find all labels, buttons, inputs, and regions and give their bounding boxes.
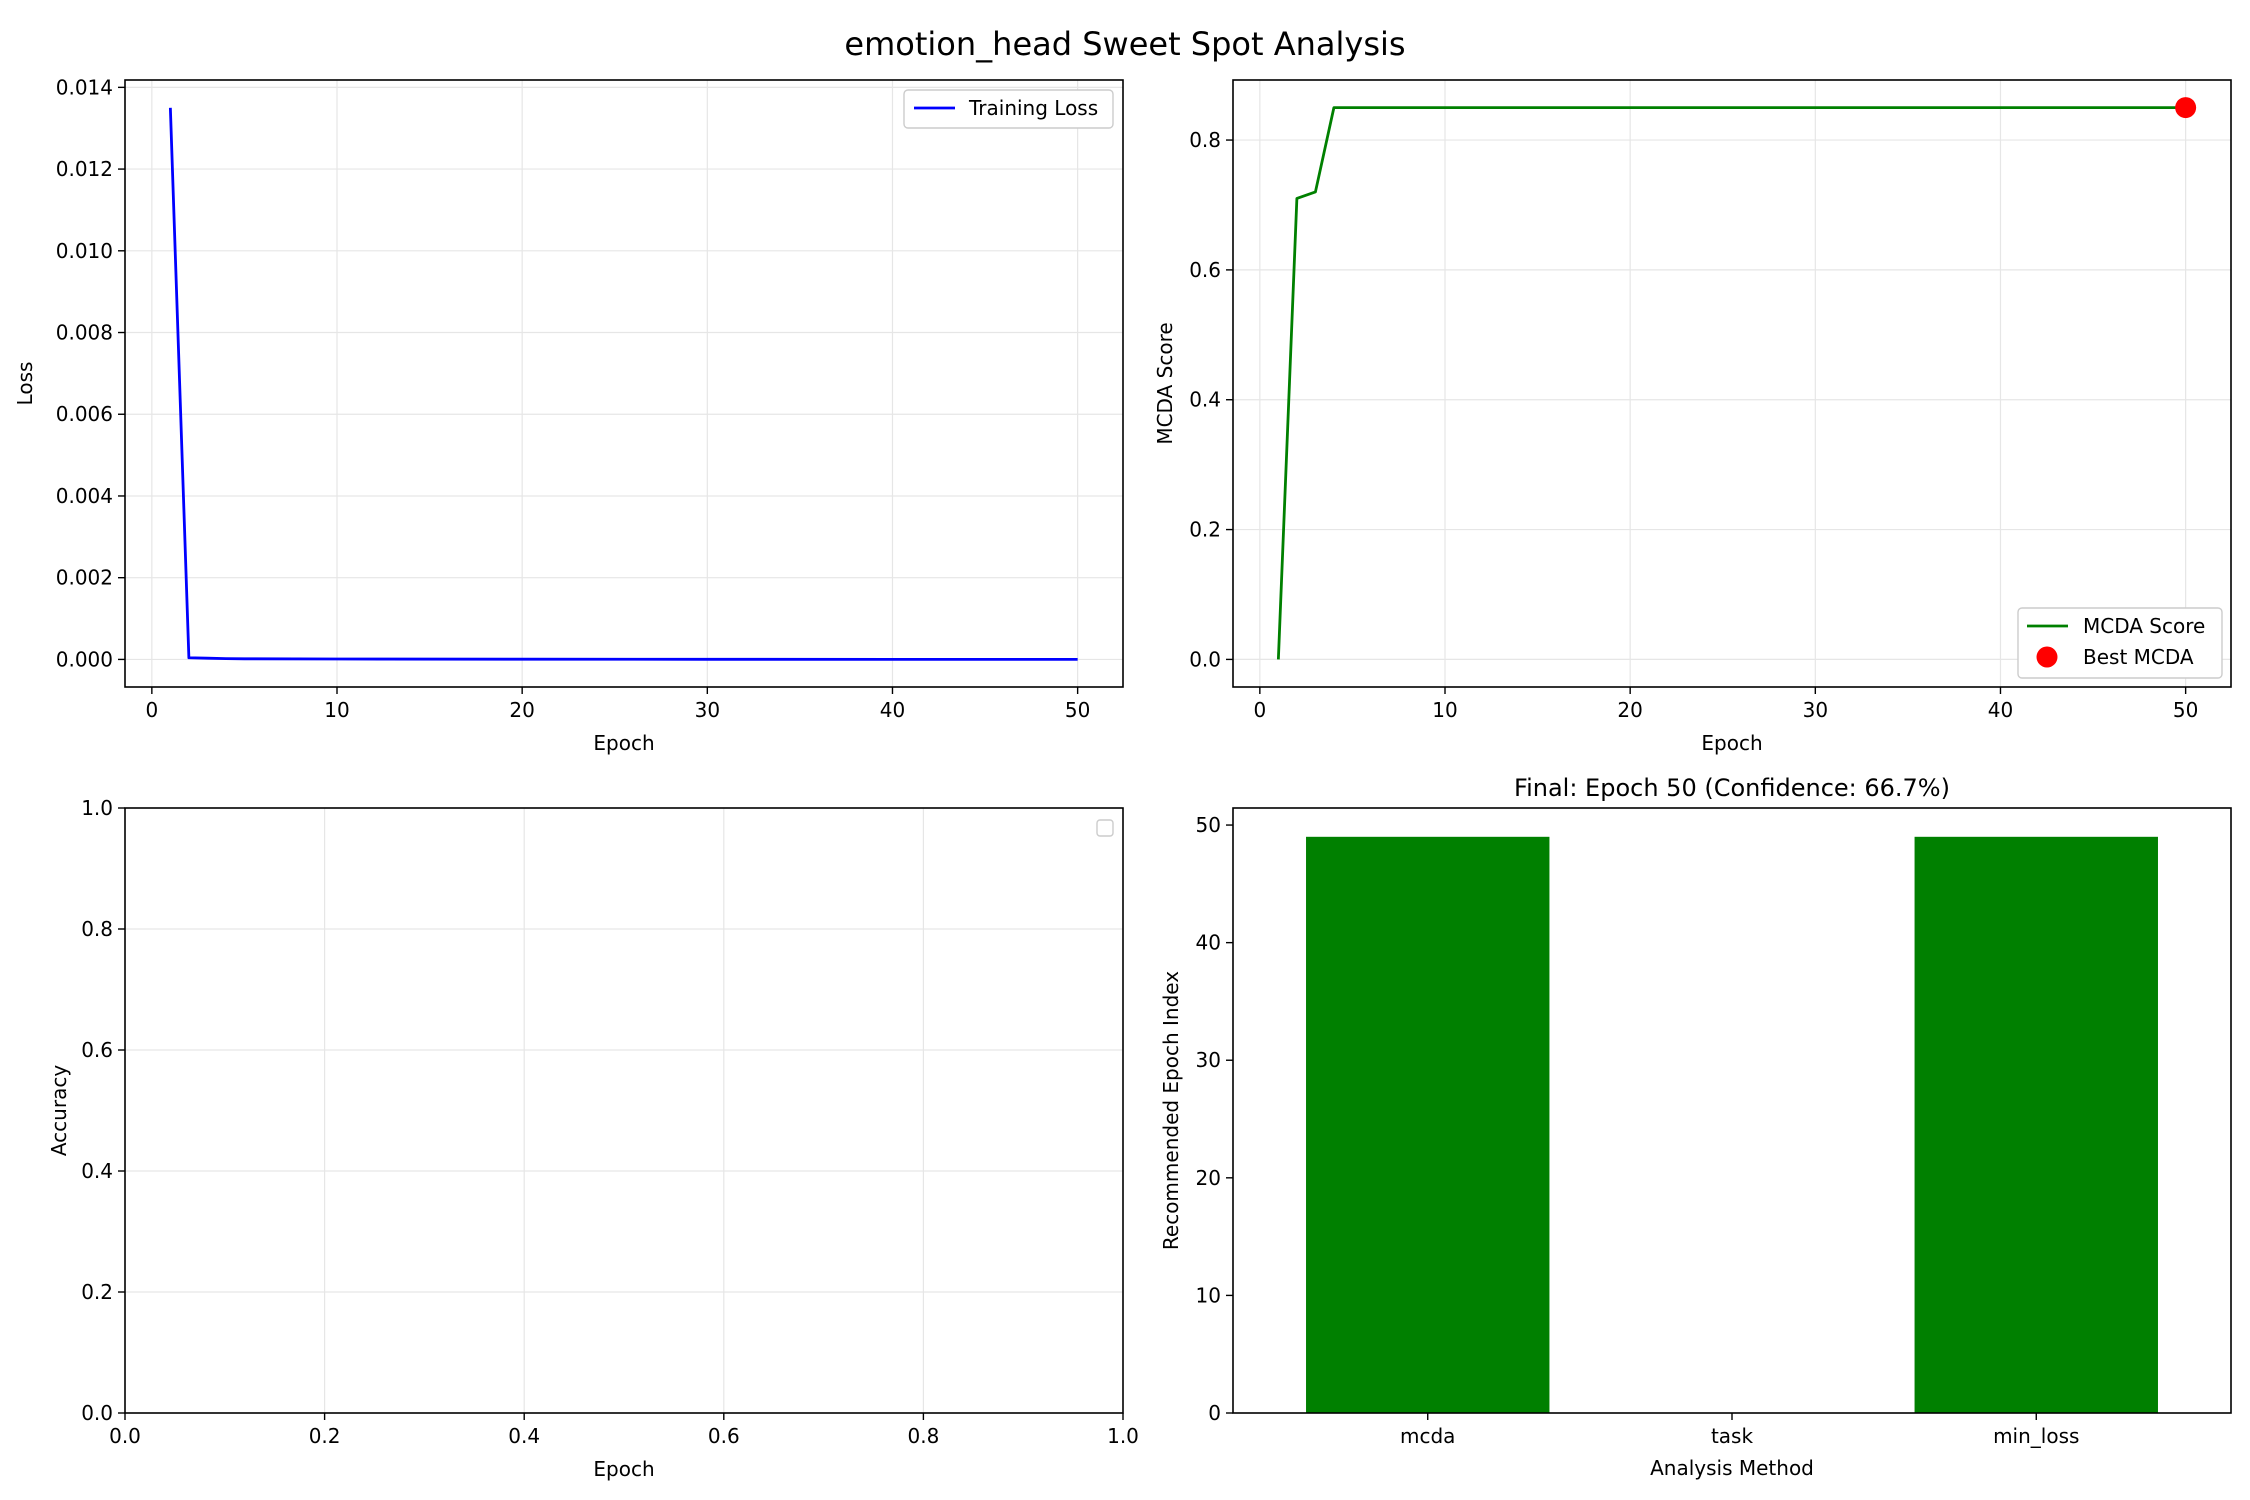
x-axis-label: Epoch	[593, 1457, 654, 1481]
bar-min_loss	[1914, 836, 2158, 1413]
bar-mcda	[1306, 836, 1550, 1413]
y-axis-label: Loss	[13, 362, 37, 406]
y-tick-label: 0.002	[56, 566, 113, 590]
y-tick-label: 0.010	[56, 239, 113, 263]
x-tick-label: mcda	[1400, 1424, 1455, 1448]
x-axis-label: Epoch	[1701, 731, 1762, 755]
legend: Training Loss	[903, 89, 1114, 129]
y-tick-label: 0.0	[1189, 647, 1221, 671]
x-tick-label: 0.4	[508, 1424, 540, 1448]
x-tick-label: 20	[1617, 698, 1642, 722]
x-tick-label: 0.8	[907, 1424, 939, 1448]
x-tick-label: 40	[1988, 698, 2013, 722]
axes-frame	[1232, 79, 2232, 688]
y-tick-label: 1.0	[81, 796, 113, 820]
y-tick-label: 0.6	[81, 1038, 113, 1062]
chart-title: Final: Epoch 50 (Confidence: 66.7%)	[1514, 774, 1950, 802]
legend-label: MCDA Score	[2083, 614, 2205, 638]
legend-marker-icon	[2036, 646, 2058, 668]
y-tick-label: 0.2	[1189, 518, 1221, 542]
y-tick-label: 0.008	[56, 321, 113, 345]
y-axis-label: MCDA Score	[1153, 322, 1177, 444]
x-tick-label: 10	[324, 698, 349, 722]
y-tick-label: 0.6	[1189, 258, 1221, 282]
series-line-0	[168, 107, 1078, 661]
legend-box	[2017, 607, 2223, 679]
axes-frame	[124, 79, 1124, 688]
y-tick-label: 40	[1196, 931, 1221, 955]
legend-label: Training Loss	[968, 96, 1098, 120]
y-tick-label: 0.4	[81, 1159, 113, 1183]
x-tick-label: 0.0	[109, 1424, 141, 1448]
x-tick-label: 50	[2173, 698, 2198, 722]
x-tick-label: 0	[145, 698, 158, 722]
y-tick-label: 0.0	[81, 1401, 113, 1425]
empty-legend-box	[1096, 819, 1114, 837]
legend-box	[903, 89, 1114, 129]
y-tick-label: 0.2	[81, 1280, 113, 1304]
legend: MCDA Score Best MCDA	[2017, 607, 2223, 679]
y-tick-label: 0.004	[56, 484, 113, 508]
x-tick-label: 20	[509, 698, 534, 722]
x-tick-label: 1.0	[1107, 1424, 1139, 1448]
recommendation-bar-chart: mcda task min_loss 0 10 20 30 40 50 Analysis Meth…	[1159, 774, 2232, 1480]
x-tick-label: 0	[1253, 698, 1266, 722]
x-tick-label: 10	[1432, 698, 1457, 722]
best-mcda-marker	[2175, 97, 2197, 119]
x-tick-label: 0.6	[708, 1424, 740, 1448]
x-axis-label: Epoch	[593, 731, 654, 755]
y-tick-label: 0.006	[56, 402, 113, 426]
x-tick-label: 0.2	[309, 1424, 341, 1448]
mcda-chart: 0 10 20 30 40 50 0.0 0.2 0.4 0.6 0.8 Epoch MCDA Scor…	[1153, 79, 2232, 755]
y-tick-label: 0.012	[56, 157, 113, 181]
y-tick-label: 0.014	[56, 75, 113, 99]
figure-title: emotion_head Sweet Spot Analysis	[844, 25, 1405, 63]
x-tick-label: 30	[695, 698, 720, 722]
y-tick-label: 20	[1196, 1166, 1221, 1190]
legend-label: Best MCDA	[2083, 645, 2194, 669]
x-tick-label: task	[1711, 1424, 1754, 1448]
x-tick-label: 40	[880, 698, 905, 722]
series-line-0	[1276, 106, 2186, 660]
y-axis-label: Accuracy	[47, 1065, 71, 1156]
y-tick-label: 0	[1208, 1401, 1221, 1425]
y-tick-label: 0.000	[56, 647, 113, 671]
y-tick-label: 50	[1196, 813, 1221, 837]
loss-chart: 0 10 20 30 40 50 0.000 0.002 0.004 0.006 0.008 0.01…	[13, 75, 1124, 755]
y-tick-label: 10	[1196, 1283, 1221, 1307]
accuracy-chart: 0.0 0.2 0.4 0.6 0.8 1.0 0.0 0.2 0.4 0.6 0.8 1.0 Epoc…	[47, 796, 1139, 1481]
y-tick-label: 0.8	[1189, 128, 1221, 152]
y-axis-label: Recommended Epoch Index	[1159, 971, 1183, 1250]
y-tick-label: 30	[1196, 1048, 1221, 1072]
axes-frame	[124, 807, 1124, 1414]
x-tick-label: 50	[1065, 698, 1090, 722]
x-axis-label: Analysis Method	[1650, 1456, 1814, 1480]
y-tick-label: 0.8	[81, 917, 113, 941]
x-tick-label: 30	[1803, 698, 1828, 722]
y-tick-label: 0.4	[1189, 388, 1221, 412]
x-tick-label: min_loss	[1993, 1424, 2079, 1448]
